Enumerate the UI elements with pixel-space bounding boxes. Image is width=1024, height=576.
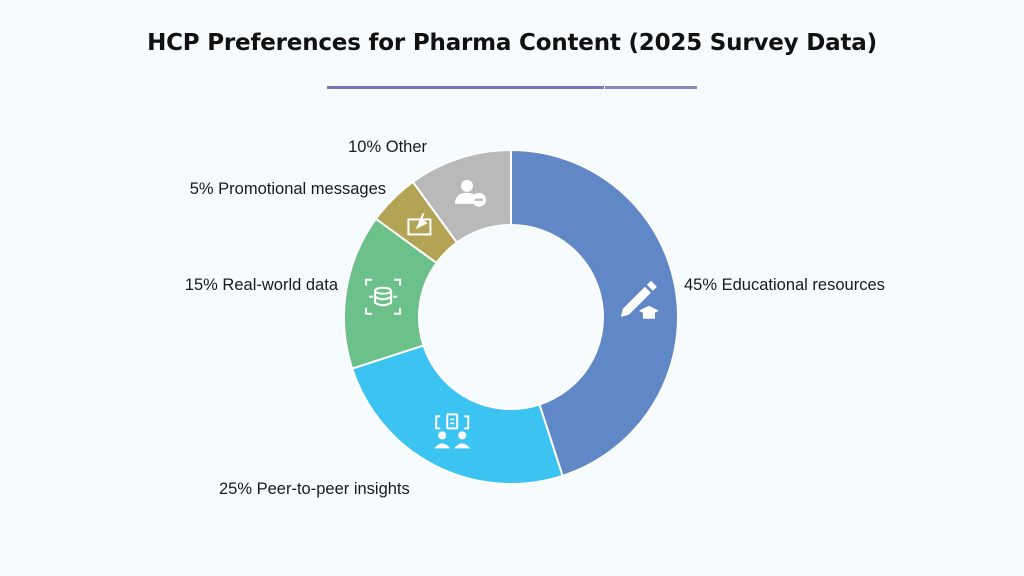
label-other: 10% Other [348, 138, 427, 156]
user-minus-icon [454, 179, 486, 207]
title-underline-left [327, 86, 604, 89]
title-underline [327, 86, 697, 89]
label-peer-to-peer-insights: 25% Peer-to-peer insights [219, 480, 410, 498]
donut-slices [343, 148, 679, 485]
promotional-screen-icon [407, 213, 432, 236]
slice-educational-resources [510, 148, 679, 478]
peer-discussion-icon [434, 413, 471, 449]
slice-icons [365, 179, 659, 449]
label-educational-resources: 45% Educational resources [684, 276, 885, 294]
pen-graduation-cap-icon [620, 280, 659, 319]
label-promotional-messages: 5% Promotional messages [190, 180, 386, 198]
label-real-world-data: 15% Real-world data [185, 276, 339, 294]
database-expand-icon [365, 278, 402, 315]
chart-title: HCP Preferences for Pharma Content (2025… [147, 30, 877, 56]
title-underline-right [605, 86, 697, 89]
slice-labels: 45% Educational resources 25% Peer-to-pee… [185, 138, 885, 498]
